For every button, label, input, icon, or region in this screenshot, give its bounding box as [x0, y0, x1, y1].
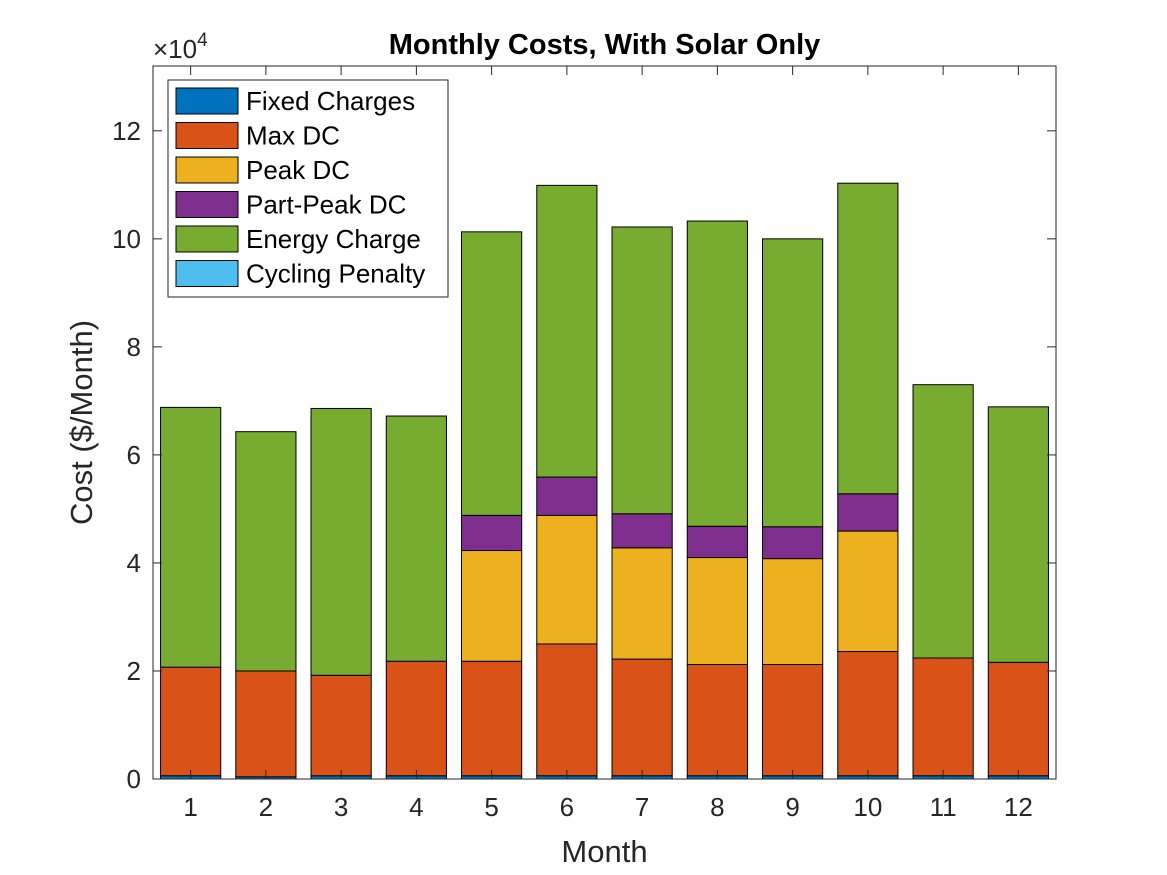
- bar-segment-energy-charge-month-2: [235, 431, 297, 672]
- plot-frame: [152, 65, 1057, 780]
- x-tick-label: 5: [484, 792, 498, 822]
- x-tick-label: 7: [635, 792, 649, 822]
- bar-segment-max-dc-month-2: [235, 670, 297, 778]
- bar-segment-max-dc-month-12: [987, 661, 1049, 777]
- bar-segment-part-peak-dc-month-7: [611, 513, 673, 549]
- legend-swatch-energy-charge: [175, 225, 239, 253]
- x-tick-label: 3: [334, 792, 348, 822]
- bar-segment-max-dc-month-1: [160, 666, 222, 777]
- y-tick-label: 10: [112, 224, 141, 254]
- bar-segment-energy-charge-month-5: [461, 231, 523, 516]
- y-tick-label: 8: [127, 332, 141, 362]
- y-tick-label: 4: [127, 548, 141, 578]
- bar-segment-energy-charge-month-11: [912, 384, 974, 659]
- legend-label-max-dc: Max DC: [246, 121, 340, 151]
- x-tick-label: 12: [1004, 792, 1033, 822]
- x-tick-labels: 1 2 3 4 5 6 7 8 9 10 11 12: [183, 792, 1032, 822]
- exponent-power: 4: [197, 30, 208, 51]
- legend-label-peak-dc: Peak DC: [246, 155, 350, 185]
- x-tick-label: 11: [930, 792, 957, 822]
- bar-segment-energy-charge-month-6: [536, 184, 598, 478]
- bar-segment-peak-dc-month-10: [837, 530, 899, 653]
- exponent-times: ×10: [153, 34, 197, 64]
- legend-label-energy-charge: Energy Charge: [246, 224, 421, 254]
- bar-segment-energy-charge-month-10: [837, 182, 899, 495]
- bar-segment-energy-charge-month-4: [385, 415, 447, 662]
- legend-swatch-peak-dc: [175, 156, 239, 184]
- bar-segment-peak-dc-month-6: [536, 514, 598, 645]
- bar-segment-peak-dc-month-8: [686, 557, 748, 665]
- x-tick-label: 8: [710, 792, 724, 822]
- legend-items: Fixed Charges Max DC Peak DC Part-Peak DC En…: [175, 86, 425, 289]
- bar-segment-part-peak-dc-month-9: [762, 526, 824, 560]
- y-axis-title: Cost ($/Month): [64, 320, 99, 525]
- bar-segment-energy-charge-month-9: [762, 238, 824, 528]
- legend-label-part-peak-dc: Part-Peak DC: [246, 190, 406, 220]
- y-tick-label: 2: [127, 656, 141, 686]
- bar-segment-energy-charge-month-7: [611, 226, 673, 515]
- y-tick-label: 6: [127, 440, 141, 470]
- legend-label-fixed-charges: Fixed Charges: [246, 86, 415, 116]
- bar-segment-energy-charge-month-3: [310, 407, 372, 676]
- bar-segment-peak-dc-month-7: [611, 547, 673, 660]
- bar-segment-part-peak-dc-month-6: [536, 476, 598, 516]
- y-axis-exponent: ×104: [153, 30, 208, 64]
- bar-segment-max-dc-month-3: [310, 674, 372, 777]
- bar-segment-energy-charge-month-1: [160, 406, 222, 668]
- bar-segment-energy-charge-month-8: [686, 220, 748, 527]
- bar-segment-max-dc-month-10: [837, 651, 899, 777]
- legend-swatch-part-peak-dc: [175, 191, 239, 218]
- bar-segment-part-peak-dc-month-5: [461, 514, 523, 552]
- bar-segment-max-dc-month-11: [912, 657, 974, 777]
- bar-segment-peak-dc-month-5: [461, 550, 523, 662]
- bars-layer: [160, 182, 1049, 780]
- legend-swatch-max-dc: [175, 122, 239, 149]
- legend-label-cycling-penalty: Cycling Penalty: [246, 259, 425, 289]
- legend-swatch-cycling-penalty: [175, 260, 239, 287]
- ticks-layer: [153, 66, 1056, 780]
- y-tick-labels: 0 2 4 6 8 10 12: [112, 116, 141, 794]
- x-tick-label: 9: [785, 792, 799, 822]
- x-tick-label: 4: [409, 792, 423, 822]
- x-tick-label: 2: [259, 792, 273, 822]
- y-tick-label: 0: [127, 764, 141, 794]
- legend: Fixed Charges Max DC Peak DC Part-Peak DC En…: [167, 79, 449, 298]
- bar-segment-max-dc-month-5: [461, 660, 523, 777]
- bar-segment-max-dc-month-6: [536, 643, 598, 777]
- bar-segment-max-dc-month-4: [385, 660, 447, 777]
- bar-segment-part-peak-dc-month-8: [686, 525, 748, 559]
- x-tick-label: 6: [560, 792, 574, 822]
- legend-swatch-fixed-charges: [175, 87, 239, 115]
- bar-segment-max-dc-month-9: [762, 663, 824, 777]
- bar-segment-max-dc-month-7: [611, 658, 673, 777]
- x-tick-label: 10: [853, 792, 882, 822]
- chart-title: Monthly Costs, With Solar Only: [389, 29, 821, 61]
- y-tick-label: 12: [112, 116, 141, 146]
- x-tick-label: 1: [183, 792, 197, 822]
- bar-segment-part-peak-dc-month-10: [837, 493, 899, 532]
- x-axis-title: Month: [561, 834, 647, 869]
- bar-segment-max-dc-month-8: [686, 663, 748, 777]
- bar-segment-peak-dc-month-9: [762, 558, 824, 665]
- bar-segment-energy-charge-month-12: [987, 406, 1049, 663]
